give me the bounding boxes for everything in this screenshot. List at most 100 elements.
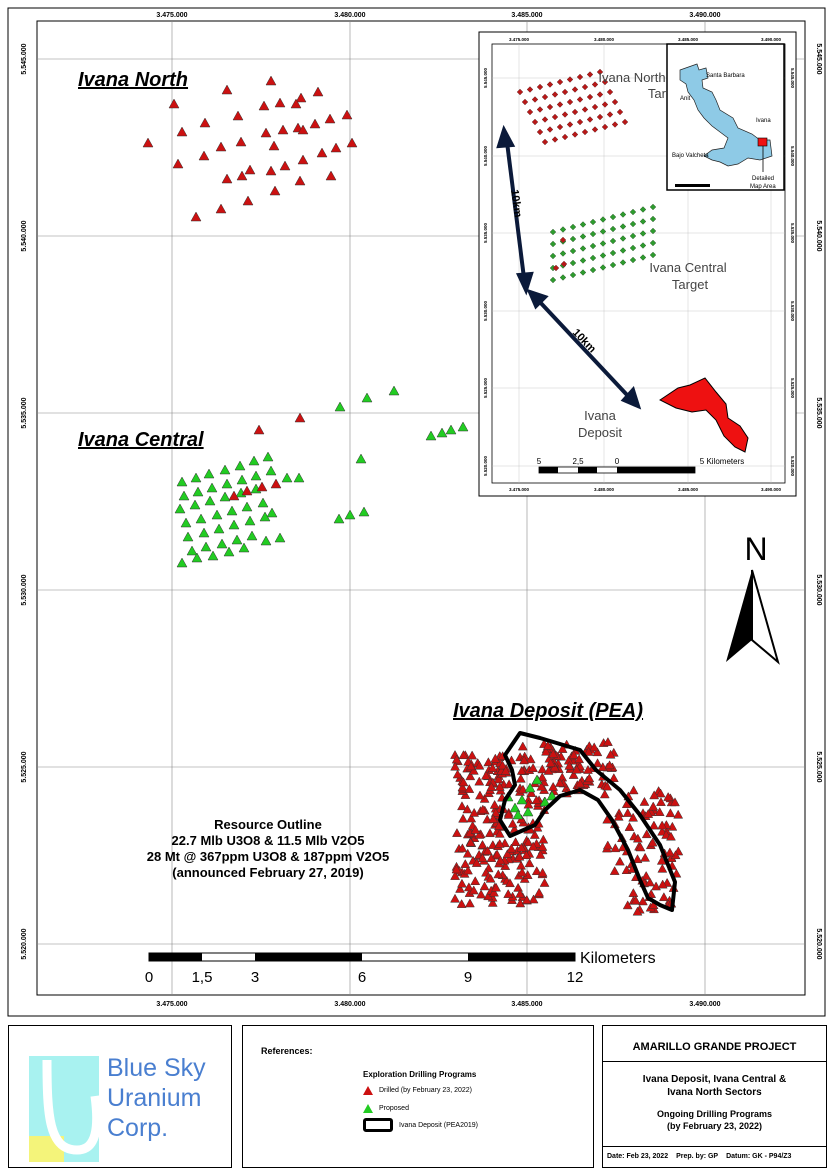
inset-drilled-marker [541,116,549,123]
inset-drilled-marker [516,88,524,96]
drilled-marker [477,853,488,862]
drilled-marker [568,750,579,759]
date-label: Date: Feb 23, 2022 [607,1153,669,1160]
inset-proposed-marker [639,206,647,213]
drilled-marker [464,784,475,793]
inset-proposed-marker [619,211,627,218]
drilled-marker [330,142,342,153]
inset-drilled-marker [546,81,554,88]
drilled-marker [297,124,309,135]
drilled-marker [235,136,247,147]
proposed-marker [334,401,346,412]
drilled-marker [628,812,639,822]
proposed-marker [293,472,305,483]
drilled-marker [297,154,309,165]
inset-drill-markers [516,68,657,284]
sector-title-north: Ivana North [78,69,188,91]
deposit-outline-icon [363,1118,393,1132]
drilled-marker [583,764,593,774]
proposed-marker [260,535,272,546]
easting-label-bottom: 3.485.000 [511,1001,542,1008]
map-frame: 3.475.000 3.480.000 3.485.000 3.490.000 … [7,7,826,1017]
drilled-marker [640,852,651,862]
drilled-marker [450,893,460,903]
drilled-marker [657,820,668,830]
drilled-marker [176,126,188,137]
sector-title-central: Ivana Central [78,429,204,451]
drilled-marker [583,746,594,756]
easting-label-top: 3.490.000 [689,12,720,19]
inset-proposed-marker [619,235,627,242]
proposed-marker [361,392,373,403]
inset-drilled-marker [541,93,549,101]
proposed-marker [262,451,274,462]
drilled-marker [493,774,504,784]
proposed-marker [531,774,543,785]
drilled-marker [341,109,353,120]
northing-label-left: 5.545.000 [21,43,28,74]
drilled-marker [228,490,240,501]
inset-proposed-marker [589,242,597,250]
inset-drilled-marker [596,68,604,76]
drilled-marker [548,748,559,758]
drilled-marker [486,782,497,791]
inset-drilled-marker [561,133,569,141]
drilled-marker [464,898,475,908]
inset-easting-label: 3.480.000 [594,37,615,42]
drilled-marker [256,481,268,492]
drilled-marker [506,843,517,853]
drilled-marker [643,808,654,818]
drilled-marker [253,424,265,435]
drilled-marker [507,818,518,828]
proposed-marker [180,517,192,528]
inset-proposed-marker [549,252,557,260]
inset-proposed-marker [649,239,657,247]
inset-proposed-marker [639,230,647,237]
references-panel: References: Exploration Drilling Program… [242,1025,594,1168]
proposed-marker [246,530,258,541]
northing-label-right: 5.540.000 [815,220,822,251]
drilled-marker [465,771,476,781]
proposed-marker [509,802,521,813]
drilled-marker [542,740,553,750]
drilled-marker [450,871,461,880]
proposed-marker [274,532,286,543]
drilled-marker [491,882,501,892]
inset-drilled-marker [581,106,589,113]
drilled-marker [244,164,256,175]
inset-proposed-marker [649,227,657,235]
inset-proposed-marker [579,257,587,264]
proposed-marker [248,455,260,466]
drilled-marker [632,833,643,843]
drilled-marker [474,776,485,786]
inset-drilled-marker [586,71,594,78]
drilled-marker [630,895,641,905]
drilled-marker [463,882,474,892]
drilled-marker [452,769,463,779]
northing-label-right: 5.530.000 [815,574,822,605]
drilled-marker [602,737,613,746]
drilled-marker [608,773,619,782]
inset-label-central-target: Target [672,277,709,292]
drilled-marker [488,814,499,823]
easting-label-bottom: 3.475.000 [156,1001,187,1008]
proposed-marker [516,794,528,805]
resource-line-3: 28 Mt @ 367ppm U3O8 & 187ppm V2O5 [147,849,389,864]
proposed-marker [211,509,223,520]
inset-drilled-marker [561,88,569,96]
drilled-marker [451,864,462,874]
drilled-marker [258,100,270,111]
drilled-marker [513,882,524,892]
inset-drilled-marker [531,118,539,126]
inset-map: 3.475.000 3.480.000 3.485.000 3.490.000 … [478,31,797,497]
proposed-marker [344,509,356,520]
proposed-marker [236,474,248,485]
inset-proposed-marker [549,276,557,284]
title-block: AMARILLO GRANDE PROJECT Ivana Deposit, I… [602,1025,827,1168]
scale-tick: 6 [358,969,366,986]
drilled-marker [521,850,532,860]
drilled-marker [524,858,535,868]
inset-drilled-marker [586,116,594,123]
inset-proposed-marker [549,240,557,248]
inset-drilled-marker [576,73,584,81]
